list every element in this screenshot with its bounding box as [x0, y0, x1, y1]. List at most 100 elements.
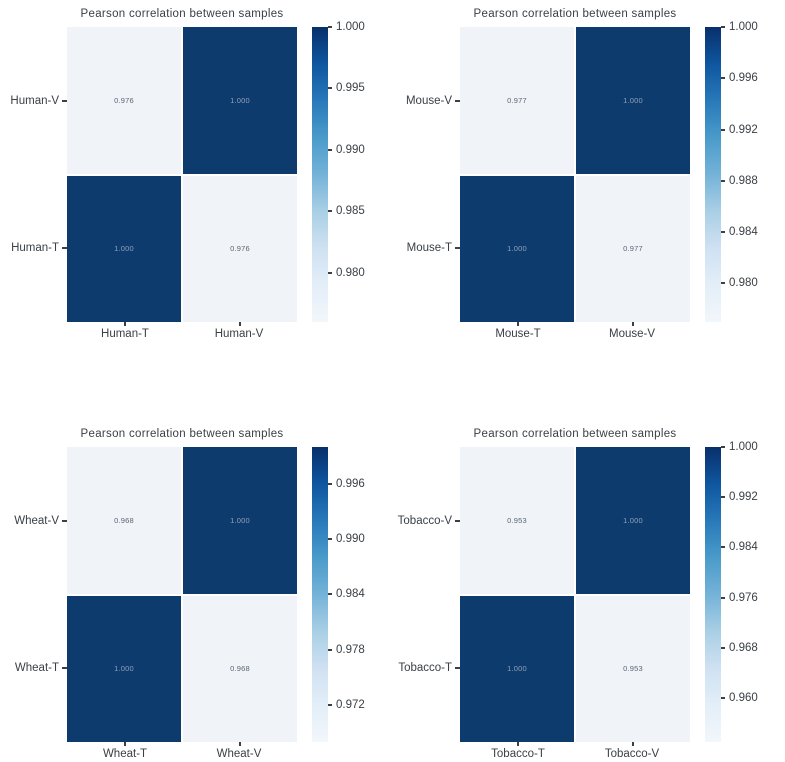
- heatmap-panel-tobacco: Pearson correlation between samples Toba…: [393, 420, 785, 762]
- heatmap-grid: 0.968 1.000 1.000 0.968: [67, 447, 297, 742]
- y-tick-mark: [62, 520, 67, 522]
- y-axis-label-row1: Wheat-T: [0, 661, 67, 675]
- colorbar-tick-label: 1.000: [729, 21, 758, 33]
- colorbar-tick: 0.996: [721, 72, 758, 84]
- colorbar-tick-mark: [721, 77, 725, 79]
- colorbar-tick: 0.992: [721, 491, 758, 503]
- heatmap-cell: 1.000: [576, 27, 690, 174]
- panel-title: Pearson correlation between samples: [473, 428, 677, 440]
- colorbar-tick-label: 0.996: [336, 478, 365, 490]
- y-axis-label-text: Wheat-T: [14, 662, 59, 674]
- heatmap-cell: 1.000: [460, 595, 574, 742]
- x-axis-label-col1: Human-V: [214, 328, 264, 340]
- colorbar-tick-mark: [328, 149, 332, 151]
- colorbar-tick-label: 1.000: [729, 441, 758, 453]
- colorbar-tick: 0.995: [328, 82, 365, 94]
- y-axis-label-row0: Human-V: [0, 94, 67, 108]
- x-tick-mark: [124, 742, 126, 746]
- cell-value: 1.000: [623, 95, 643, 105]
- x-tick-mark: [632, 742, 634, 746]
- colorbar-tick-mark: [328, 704, 332, 706]
- colorbar-tick: 1.000: [721, 21, 758, 33]
- colorbar-tick-mark: [328, 272, 332, 274]
- y-axis-label-text: Mouse-V: [405, 95, 452, 107]
- heatmap-cell: 1.000: [67, 175, 181, 322]
- cell-value: 0.976: [230, 244, 250, 254]
- y-axis-label-row0: Tobacco-V: [393, 514, 460, 528]
- heatmap-cell: 0.953: [460, 447, 574, 594]
- colorbar-tick: 0.984: [328, 588, 365, 600]
- y-tick-mark: [455, 520, 460, 522]
- colorbar-tick-label: 0.985: [336, 205, 365, 217]
- y-tick-mark: [455, 247, 460, 249]
- y-tick-mark: [62, 100, 67, 102]
- colorbar-tick-label: 0.984: [729, 226, 758, 238]
- colorbar-tick-label: 0.984: [729, 541, 758, 553]
- colorbar-tick-label: 0.976: [729, 592, 758, 604]
- colorbar-tick: 0.985: [328, 205, 365, 217]
- colorbar-tick: 1.000: [721, 441, 758, 453]
- x-tick-mark: [124, 322, 126, 326]
- heatmap-cell: 1.000: [67, 595, 181, 742]
- cell-value: 1.000: [230, 515, 250, 525]
- colorbar-tick-label: 0.980: [336, 267, 365, 279]
- colorbar-tick-label: 0.984: [336, 588, 365, 600]
- y-axis-label-text: Human-V: [10, 95, 59, 107]
- colorbar-tick-label: 1.000: [336, 21, 365, 33]
- y-axis-label-row0: Mouse-V: [393, 94, 460, 108]
- y-axis-label-text: Mouse-T: [406, 242, 452, 254]
- cell-value: 0.968: [114, 515, 134, 525]
- colorbar-tick-label: 0.990: [336, 533, 365, 545]
- cell-value: 0.977: [623, 244, 643, 254]
- cell-value: 1.000: [507, 244, 527, 254]
- colorbar-tick-mark: [328, 87, 332, 89]
- panel-title: Pearson correlation between samples: [80, 8, 284, 20]
- cell-value: 0.968: [230, 664, 250, 674]
- y-tick-mark: [455, 667, 460, 669]
- colorbar-tick: 0.990: [328, 533, 365, 545]
- x-axis-label-col0: Wheat-T: [102, 748, 148, 760]
- colorbar-tick-label: 0.968: [729, 642, 758, 654]
- colorbar-tick-label: 0.990: [336, 144, 365, 156]
- colorbar-tick-label: 0.995: [336, 82, 365, 94]
- heatmap-cell: 0.968: [67, 447, 181, 594]
- colorbar-tick-mark: [328, 538, 332, 540]
- x-axis-label-col0: Mouse-T: [495, 328, 541, 340]
- colorbar: [312, 27, 328, 322]
- y-axis-label-text: Human-T: [11, 242, 59, 254]
- heatmap-cell: 0.976: [67, 27, 181, 174]
- colorbar-tick-mark: [721, 26, 725, 28]
- heatmap-cell: 1.000: [576, 447, 690, 594]
- colorbar-tick: 0.972: [328, 699, 365, 711]
- colorbar-tick: 0.980: [328, 267, 365, 279]
- colorbar: [312, 447, 328, 742]
- colorbar-tick-label: 0.980: [729, 277, 758, 289]
- y-axis-label-text: Wheat-V: [14, 515, 59, 527]
- y-axis-label-text: Tobacco-V: [397, 515, 452, 527]
- colorbar-tick: 0.984: [721, 226, 758, 238]
- heatmap-cell: 1.000: [183, 447, 297, 594]
- colorbar-tick-label: 0.972: [336, 699, 365, 711]
- colorbar-tick: 1.000: [328, 21, 365, 33]
- colorbar-tick-mark: [721, 282, 725, 284]
- colorbar-tick-mark: [721, 180, 725, 182]
- y-axis-label-row1: Tobacco-T: [393, 661, 460, 675]
- heatmap-cell: 1.000: [183, 27, 297, 174]
- x-tick-mark: [517, 322, 519, 326]
- heatmap-cell: 0.953: [576, 595, 690, 742]
- colorbar-tick-mark: [721, 446, 725, 448]
- colorbar-tick-mark: [328, 593, 332, 595]
- colorbar-tick-label: 0.996: [729, 72, 758, 84]
- colorbar-tick: 0.992: [721, 124, 758, 136]
- x-tick-mark: [517, 742, 519, 746]
- colorbar-tick-mark: [328, 649, 332, 651]
- heatmap-panel-wheat: Pearson correlation between samples Whea…: [0, 420, 392, 762]
- y-axis-label-row1: Human-T: [0, 241, 67, 255]
- heatmap-panel-mouse: Pearson correlation between samples Mous…: [393, 0, 785, 342]
- x-tick-mark: [239, 322, 241, 326]
- colorbar-tick-mark: [328, 483, 332, 485]
- colorbar-tick: 0.978: [328, 644, 365, 656]
- colorbar-tick-mark: [328, 26, 332, 28]
- y-axis-label-row1: Mouse-T: [393, 241, 460, 255]
- colorbar-tick-label: 0.960: [729, 692, 758, 704]
